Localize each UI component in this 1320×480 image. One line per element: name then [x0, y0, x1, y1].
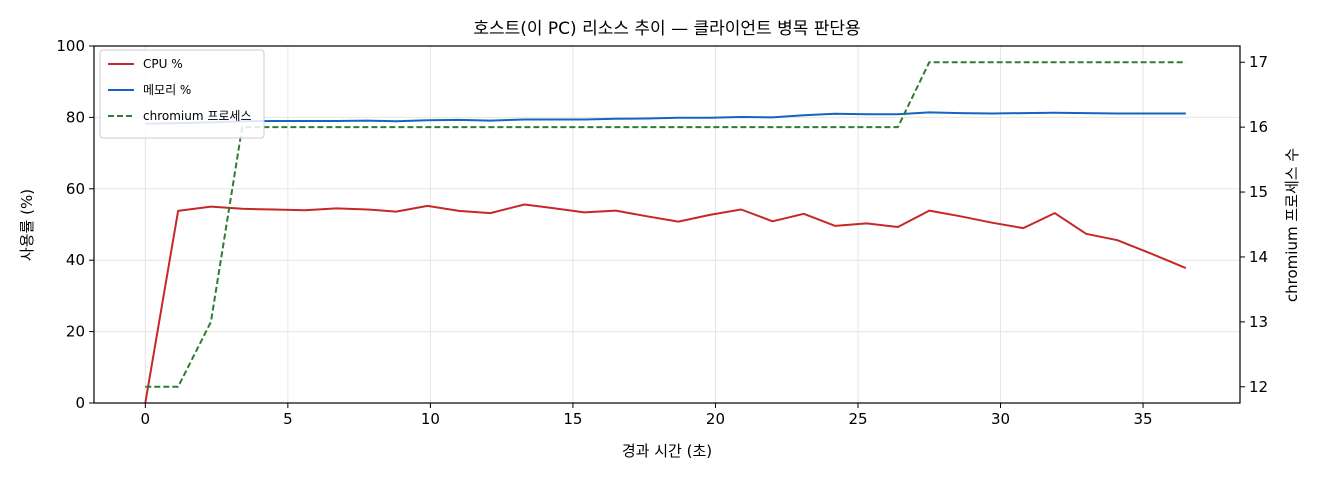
legend-box — [99, 49, 265, 139]
series-lines — [144, 61, 1187, 404]
x-tick-label: 20 — [706, 410, 725, 428]
y2-tick-label: 14 — [1249, 248, 1268, 266]
y2-tick-label: 16 — [1249, 118, 1268, 136]
grid-lines — [94, 45, 1240, 404]
legend: CPU % 메모리 % chromium 프로세스 — [99, 49, 265, 139]
y2-axis-ticks: 12 13 14 15 16 17 — [1240, 53, 1268, 396]
y2-tick-label: 13 — [1249, 313, 1268, 331]
legend-entry-chromium: chromium 프로세스 — [143, 109, 252, 123]
x-tick-label: 0 — [141, 410, 151, 428]
y-tick-label: 60 — [66, 180, 85, 198]
x-tick-label: 5 — [283, 410, 293, 428]
y2-tick-label: 17 — [1249, 53, 1268, 71]
y-tick-label: 0 — [75, 394, 85, 412]
series-line-chromium — [145, 61, 1186, 388]
x-tick-label: 25 — [848, 410, 867, 428]
y-axis-label: 사용률 (%) — [18, 189, 36, 261]
x-axis-ticks: 0 5 10 15 20 25 30 35 — [141, 403, 1153, 428]
x-axis-label: 경과 시간 (초) — [622, 442, 712, 460]
y2-axis-label: chromium 프로세스 수 — [1283, 148, 1301, 302]
y-axis-ticks: 0 20 40 60 80 100 — [56, 37, 94, 412]
legend-entry-memory: 메모리 % — [143, 83, 191, 97]
y2-tick-label: 15 — [1249, 183, 1268, 201]
series-line-memory — [145, 111, 1186, 125]
legend-entry-cpu: CPU % — [143, 57, 183, 71]
chart-title: 호스트(이 PC) 리소스 추이 — 클라이언트 병목 판단용 — [473, 19, 860, 39]
y2-tick-label: 12 — [1249, 378, 1268, 396]
x-tick-label: 35 — [1134, 410, 1153, 428]
x-tick-label: 15 — [563, 410, 582, 428]
y-tick-label: 40 — [66, 251, 85, 269]
x-tick-label: 30 — [991, 410, 1010, 428]
plot-frame — [93, 45, 1241, 404]
series-line-cpu — [144, 203, 1187, 404]
x-tick-label: 10 — [421, 410, 440, 428]
y-tick-label: 20 — [66, 323, 85, 341]
y-tick-label: 80 — [66, 108, 85, 126]
y-tick-label: 100 — [56, 37, 85, 55]
